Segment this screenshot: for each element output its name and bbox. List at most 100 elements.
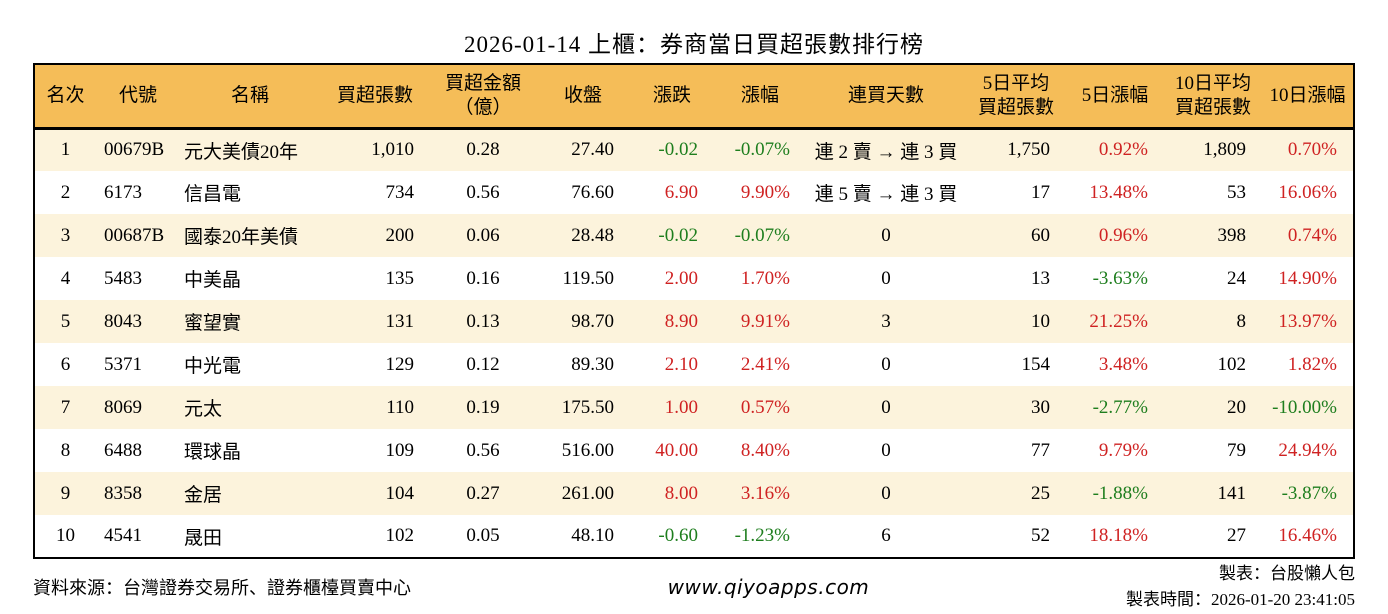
cell-net_buy: 1,010 bbox=[371, 139, 414, 161]
column-header-change: 漲跌 bbox=[630, 64, 714, 130]
cell-change_pct: 0.57% bbox=[740, 396, 790, 418]
cell-pct10: 0.70% bbox=[1287, 139, 1337, 161]
cell-change_pct: 1.70% bbox=[740, 267, 790, 289]
cell-amount: 0.27 bbox=[466, 482, 500, 504]
cell-name: 元大美債20年 bbox=[184, 141, 299, 163]
cell-close: 89.30 bbox=[571, 353, 614, 375]
table-body: 1 00679B 元大美債20年 1,010 0.28 27.40 -0.02 -0.07% 連… bbox=[34, 128, 1354, 558]
cell-pct10: 0.74% bbox=[1287, 224, 1337, 246]
cell-change: 2.00 bbox=[664, 267, 698, 289]
cell-pct10: 16.06% bbox=[1278, 181, 1337, 203]
cell-net_buy: 734 bbox=[385, 181, 415, 203]
cell-pct10: 13.97% bbox=[1278, 310, 1337, 332]
cell-code: 5371 bbox=[104, 353, 142, 375]
report-meta: 製表：台股懶人包 製表時間：2026-01-20 23:41:05 bbox=[1126, 561, 1355, 612]
cell-change_pct: -0.07% bbox=[734, 224, 790, 246]
cell-net_buy: 129 bbox=[385, 353, 415, 375]
cell-code: 8358 bbox=[104, 482, 142, 504]
column-header-avg5: 5日平均 買超張數 bbox=[966, 64, 1066, 130]
cell-pct5: 18.18% bbox=[1089, 525, 1148, 546]
cell-amount: 0.56 bbox=[466, 439, 500, 461]
cell-amount: 0.06 bbox=[466, 224, 500, 246]
cell-pct5: 21.25% bbox=[1089, 310, 1148, 332]
cell-streak: 6 bbox=[881, 525, 891, 546]
header-row: 名次 代號 名稱 買超張數 買超金額 （億） 收盤 漲跌 漲幅 連買天數 5日平均 買超張數 5日漲… bbox=[34, 64, 1354, 130]
column-header-change_pct: 漲幅 bbox=[714, 64, 806, 130]
cell-pct5: -3.63% bbox=[1092, 267, 1148, 289]
cell-change_pct: 3.16% bbox=[740, 482, 790, 504]
cell-close: 28.48 bbox=[571, 224, 614, 246]
cell-avg5: 154 bbox=[1021, 353, 1051, 375]
cell-avg10: 8 bbox=[1236, 310, 1247, 332]
table-row: 7 8069 元太 110 0.19 175.50 1.00 0.57% 0 30 -2.77% 20… bbox=[34, 386, 1354, 429]
cell-avg10: 1,809 bbox=[1203, 139, 1246, 161]
cell-name: 晟田 bbox=[184, 527, 223, 549]
cell-rank: 2 bbox=[60, 181, 71, 203]
column-header-rank: 名次 bbox=[34, 64, 96, 130]
cell-code: 8043 bbox=[104, 310, 142, 332]
cell-net_buy: 131 bbox=[385, 310, 415, 332]
cell-name: 金居 bbox=[184, 485, 223, 506]
cell-amount: 0.28 bbox=[466, 139, 500, 161]
page-title: 2026-01-14 上櫃：券商當日買超張數排行榜 bbox=[463, 32, 925, 57]
cell-amount: 0.05 bbox=[466, 525, 500, 546]
cell-pct10: 14.90% bbox=[1278, 267, 1337, 289]
cell-close: 261.00 bbox=[561, 482, 614, 504]
cell-net_buy: 110 bbox=[386, 396, 414, 418]
cell-pct10: -10.00% bbox=[1272, 396, 1337, 418]
cell-amount: 0.12 bbox=[466, 353, 500, 375]
cell-pct10: 16.46% bbox=[1278, 525, 1337, 546]
cell-rank: 5 bbox=[60, 310, 71, 332]
cell-pct5: 9.79% bbox=[1098, 439, 1148, 461]
table-container: 名次 代號 名稱 買超張數 買超金額 （億） 收盤 漲跌 漲幅 連買天數 5日平均 買超張數 5日漲… bbox=[0, 63, 1388, 559]
cell-streak: 連 5 賣 → 連 3 買 bbox=[814, 184, 958, 205]
cell-change_pct: -0.07% bbox=[734, 139, 790, 161]
cell-avg5: 13 bbox=[1031, 267, 1050, 289]
table-row: 5 8043 蜜望實 131 0.13 98.70 8.90 9.91% 3 10 21.25% 8 1… bbox=[34, 300, 1354, 343]
cell-change: 8.90 bbox=[664, 310, 698, 332]
cell-avg5: 10 bbox=[1031, 310, 1050, 332]
cell-name: 蜜望實 bbox=[184, 313, 242, 334]
cell-code: 8069 bbox=[104, 396, 142, 418]
cell-code: 5483 bbox=[104, 267, 142, 289]
cell-pct10: 24.94% bbox=[1278, 439, 1337, 461]
cell-net_buy: 135 bbox=[385, 267, 415, 289]
column-header-streak: 連買天數 bbox=[806, 64, 966, 130]
report-timestamp: 製表時間：2026-01-20 23:41:05 bbox=[1125, 589, 1355, 609]
cell-close: 27.40 bbox=[571, 139, 614, 161]
table-header: 名次 代號 名稱 買超張數 買超金額 （億） 收盤 漲跌 漲幅 連買天數 5日平均 買超張數 5日漲… bbox=[34, 64, 1354, 130]
column-header-amount: 買超金額 （億） bbox=[430, 64, 536, 130]
cell-name: 信昌電 bbox=[184, 184, 242, 205]
cell-change_pct: 2.41% bbox=[740, 353, 790, 375]
cell-change: 2.10 bbox=[664, 353, 698, 375]
cell-code: 6488 bbox=[104, 439, 142, 461]
cell-change: -0.02 bbox=[658, 139, 698, 161]
cell-change: 6.90 bbox=[664, 181, 698, 203]
ranking-table: 名次 代號 名稱 買超張數 買超金額 （億） 收盤 漲跌 漲幅 連買天數 5日平均 買超張數 5日漲… bbox=[33, 63, 1355, 559]
cell-change: 40.00 bbox=[655, 439, 698, 461]
cell-rank: 8 bbox=[60, 439, 71, 461]
cell-rank: 1 bbox=[60, 139, 71, 161]
cell-rank: 7 bbox=[60, 396, 71, 418]
cell-streak: 0 bbox=[881, 482, 891, 504]
cell-pct5: -1.88% bbox=[1092, 482, 1148, 504]
table-row: 9 8358 金居 104 0.27 261.00 8.00 3.16% 0 25 -1.88% 14… bbox=[34, 472, 1354, 515]
cell-name: 國泰20年美債 bbox=[184, 227, 299, 248]
cell-change_pct: 9.90% bbox=[740, 181, 790, 203]
cell-rank: 9 bbox=[60, 482, 71, 504]
cell-name: 中光電 bbox=[184, 356, 242, 377]
cell-amount: 0.13 bbox=[466, 310, 500, 332]
table-row: 3 00687B 國泰20年美債 200 0.06 28.48 -0.02 -0.07% 0 60… bbox=[34, 214, 1354, 257]
cell-change_pct: 8.40% bbox=[740, 439, 790, 461]
cell-close: 175.50 bbox=[561, 396, 614, 418]
cell-pct5: 13.48% bbox=[1089, 181, 1148, 203]
column-header-name: 名稱 bbox=[180, 64, 320, 130]
cell-avg10: 79 bbox=[1227, 439, 1246, 461]
cell-name: 中美晶 bbox=[184, 270, 242, 291]
cell-close: 119.50 bbox=[562, 267, 614, 289]
cell-change_pct: -1.23% bbox=[734, 525, 790, 546]
cell-change: 8.00 bbox=[664, 482, 698, 504]
footer: 資料來源：台灣證券交易所、證券櫃檯買賣中心 www.qiyoapps.com 製… bbox=[0, 559, 1388, 614]
cell-change: -0.60 bbox=[658, 525, 698, 546]
